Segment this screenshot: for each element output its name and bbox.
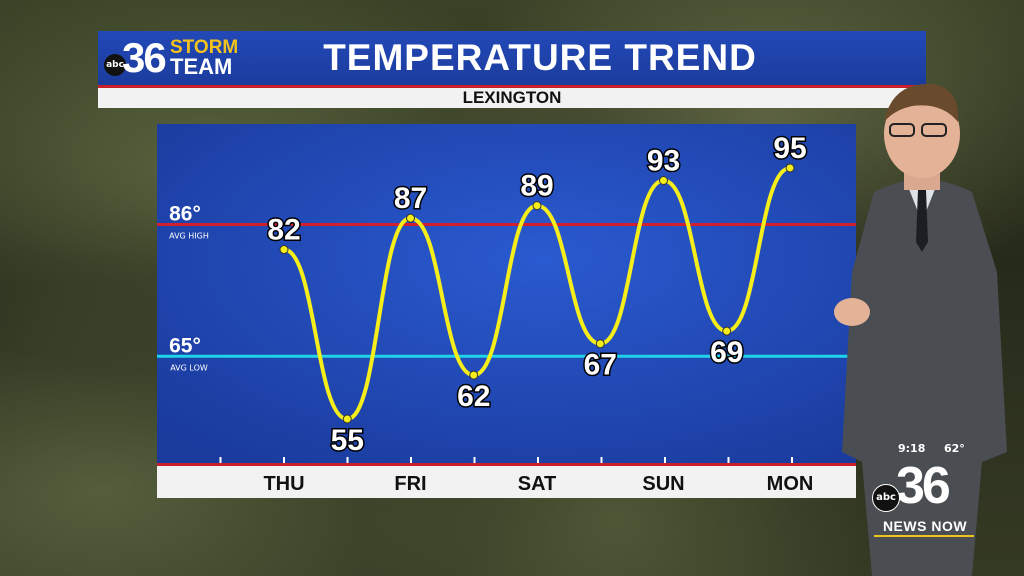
x-label-mon: MON	[767, 473, 814, 495]
abc-bug-icon: abc	[872, 484, 900, 512]
data-point-thu-high	[279, 245, 289, 255]
presenter	[834, 83, 1007, 576]
x-label-sun: SUN	[642, 473, 684, 495]
reference-label-0: 86°	[169, 202, 201, 225]
abc-logo-icon: abc	[104, 54, 126, 76]
current-temp: 62°	[944, 442, 965, 455]
data-label-fri-high: 87	[394, 182, 427, 215]
reference-sublabel-0: AVG HIGH	[169, 231, 209, 240]
logo-storm: STORM	[170, 37, 239, 58]
data-label-fri-low: 62	[457, 380, 490, 413]
title-banner	[98, 31, 926, 85]
chart-svg: 86° AVG HIGH 65° AVG LOW 82 55 87 62 89 67 93 69 95…	[157, 124, 856, 495]
data-point-sat-low	[595, 339, 605, 349]
data-label-sat-high: 89	[520, 170, 553, 203]
data-label-sun-high: 93	[647, 145, 680, 178]
data-label-sat-low: 67	[584, 349, 617, 382]
x-label-fri: FRI	[394, 473, 426, 495]
logo-number: 36	[122, 34, 167, 81]
page-title: TEMPERATURE TREND	[323, 37, 757, 78]
data-point-fri-low	[469, 370, 479, 380]
data-point-fri-high	[406, 213, 415, 223]
data-label-thu-low: 55	[331, 424, 364, 457]
data-label-sun-low: 69	[710, 336, 743, 369]
data-point-sun-low	[722, 326, 732, 336]
location-label: LEXINGTON	[98, 88, 926, 108]
news-now-label: NEWS NOW	[882, 518, 968, 534]
reference-sublabel-1: AVG LOW	[170, 363, 208, 372]
data-point-sat-high	[532, 201, 542, 211]
storm-team-logo: abc 36 STORM TEAM	[104, 34, 254, 82]
clock-time: 9:18	[898, 442, 926, 455]
bug-number: 36	[896, 457, 951, 515]
x-label-sat: SAT	[518, 473, 557, 495]
data-point-mon-high	[785, 163, 795, 173]
data-label-mon-high: 95	[773, 132, 806, 165]
temperature-chart: 86° AVG HIGH 65° AVG LOW 82 55 87 62 89 67 93 69 95…	[157, 124, 856, 498]
bug-underline	[874, 535, 974, 537]
logo-team: TEAM	[170, 54, 233, 79]
data-label-thu-high: 82	[267, 214, 300, 247]
data-point-sun-high	[659, 176, 668, 185]
news-now-bug: 9:18 62° 36 abc NEWS NOW	[866, 438, 984, 542]
data-point-thu-low	[342, 414, 352, 424]
plot-bottom-rule	[157, 463, 856, 466]
x-label-thu: THU	[263, 473, 304, 495]
banner-divider	[98, 85, 926, 88]
reference-label-1: 65°	[169, 334, 201, 357]
